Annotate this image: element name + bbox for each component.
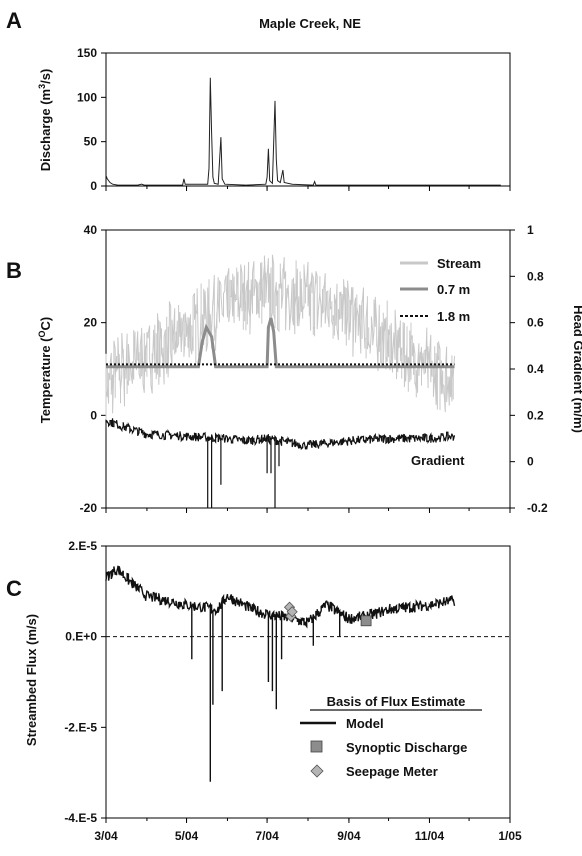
discharge-line (105, 77, 501, 186)
synoptic-discharge-marker (360, 615, 372, 627)
panel-a-x-ticks (105, 186, 511, 191)
legend-label-seepage: Seepage Meter (346, 764, 438, 779)
synoptic-discharge-markers (360, 615, 372, 627)
y-tick-label: 100 (77, 90, 97, 104)
legend-label-0-7m: 0.7 m (437, 282, 470, 297)
panel-b-y-ticks-right: -0.2 0 0.2 0.4 0.6 0.8 1 (510, 223, 548, 515)
panel-c-x-ticks (105, 818, 511, 823)
panel-letter-c: C (6, 576, 22, 601)
panel-a-ylabel: Discharge (m3/s) (37, 69, 53, 172)
y-tick-label-right: 0.6 (527, 316, 544, 330)
stream-temperature-line (105, 254, 455, 420)
label-gradient: Gradient (411, 453, 465, 468)
panel-b-legend: Stream 0.7 m 1.8 m Gradient (400, 256, 481, 468)
x-tick-label: 3/04 (94, 829, 118, 843)
x-tick-label: 7/04 (255, 829, 279, 843)
y-tick-label: 2.E-5 (68, 539, 97, 553)
panel-c-y-ticks: 2.E-5 0.E+0 -2.E-5 -4.E-5 (64, 539, 106, 825)
legend-swatch-synoptic (310, 740, 323, 753)
panel-letter-a: A (6, 8, 22, 33)
y-tick-label-right: 0 (527, 455, 534, 469)
panel-c: 2.E-5 0.E+0 -2.E-5 -4.E-5 3/04 5/04 7/04 9/04 1… (24, 539, 522, 843)
y-tick-label-right: 0.8 (527, 269, 544, 283)
legend-label-1-8m: 1.8 m (437, 309, 470, 324)
x-tick-label: 1/05 (498, 829, 522, 843)
x-tick-label: 5/04 (175, 829, 199, 843)
y-tick-label-right: 0.4 (527, 362, 544, 376)
temperature-0-7m-line (106, 317, 455, 369)
y-tick-label: -4.E-5 (64, 811, 97, 825)
legend-label-model: Model (346, 716, 384, 731)
panel-c-ylabel: Streambed Flux (m/s) (24, 614, 39, 746)
legend-label-stream: Stream (437, 256, 481, 271)
panel-b-x-ticks (105, 508, 511, 513)
y-tick-label: 50 (84, 135, 98, 149)
y-tick-label: 0 (90, 408, 97, 422)
panel-a: 0 50 100 150 Discharge (m3/s) (37, 46, 511, 193)
y-tick-label: 20 (84, 316, 98, 330)
x-tick-label: 9/04 (337, 829, 361, 843)
y-tick-label: -2.E-5 (64, 720, 97, 734)
y-tick-label-right: 0.2 (527, 408, 544, 422)
panel-b: -20 0 20 40 -0.2 0 0.2 0.4 0.6 0.8 1 Temperature … (37, 223, 582, 515)
panel-c-frame (105, 545, 511, 819)
x-axis-tick-labels: 3/04 5/04 7/04 9/04 11/04 1/05 (94, 829, 522, 843)
seepage-meter-marker (286, 606, 298, 618)
legend-swatch-seepage (310, 764, 324, 778)
panel-b-y-ticks-left: -20 0 20 40 (80, 223, 106, 515)
panel-b-ylabel-left: Temperature (OC) (37, 317, 53, 423)
y-tick-label-right: 1 (527, 223, 534, 237)
head-gradient-line (105, 418, 456, 508)
y-tick-label: -20 (80, 501, 98, 515)
panel-a-frame (105, 52, 511, 187)
y-tick-label: 40 (84, 223, 98, 237)
panel-c-legend: Basis of Flux Estimate Model Synoptic Di… (300, 694, 482, 779)
panel-b-ylabel-right: Head Gradient (m/m) (571, 305, 582, 433)
y-tick-label: 150 (77, 46, 97, 60)
panel-letter-b: B (6, 258, 22, 283)
model-flux-line (105, 565, 456, 782)
panel-a-y-ticks: 0 50 100 150 (77, 46, 106, 193)
legend-title: Basis of Flux Estimate (327, 694, 466, 709)
seepage-meter-markers (283, 601, 298, 622)
y-tick-label-right: -0.2 (527, 501, 548, 515)
y-tick-label: 0.E+0 (65, 630, 97, 644)
chart-title: Maple Creek, NE (259, 16, 361, 31)
y-tick-label: 0 (90, 179, 97, 193)
legend-label-synoptic: Synoptic Discharge (346, 740, 467, 755)
x-tick-label: 11/04 (415, 829, 445, 843)
